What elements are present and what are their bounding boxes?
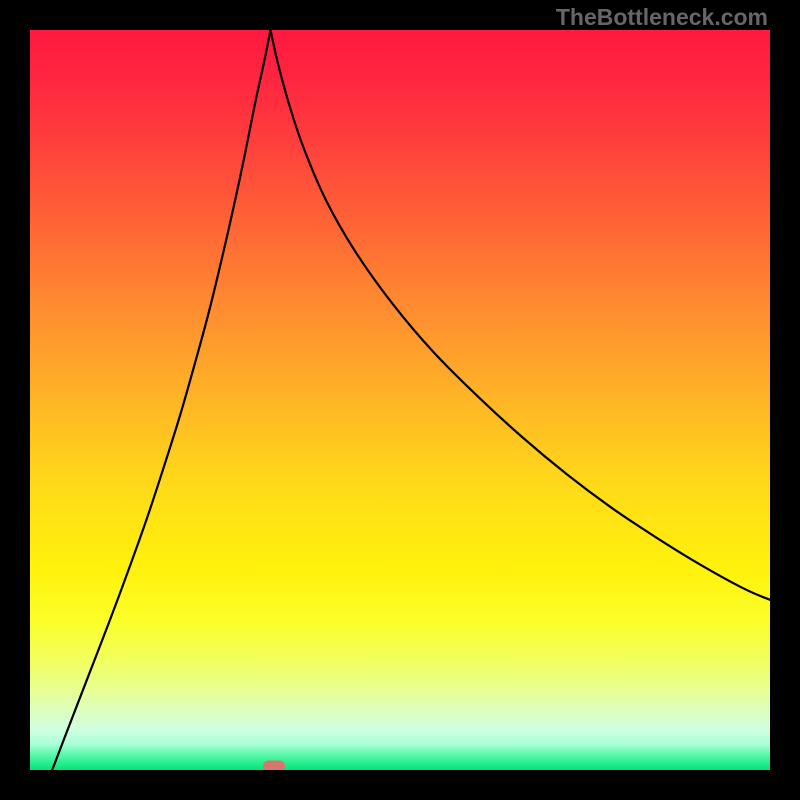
watermark-text: TheBottleneck.com xyxy=(556,4,768,31)
plot-area xyxy=(30,30,770,770)
minimum-marker xyxy=(263,761,285,770)
bottleneck-curve xyxy=(30,30,770,770)
